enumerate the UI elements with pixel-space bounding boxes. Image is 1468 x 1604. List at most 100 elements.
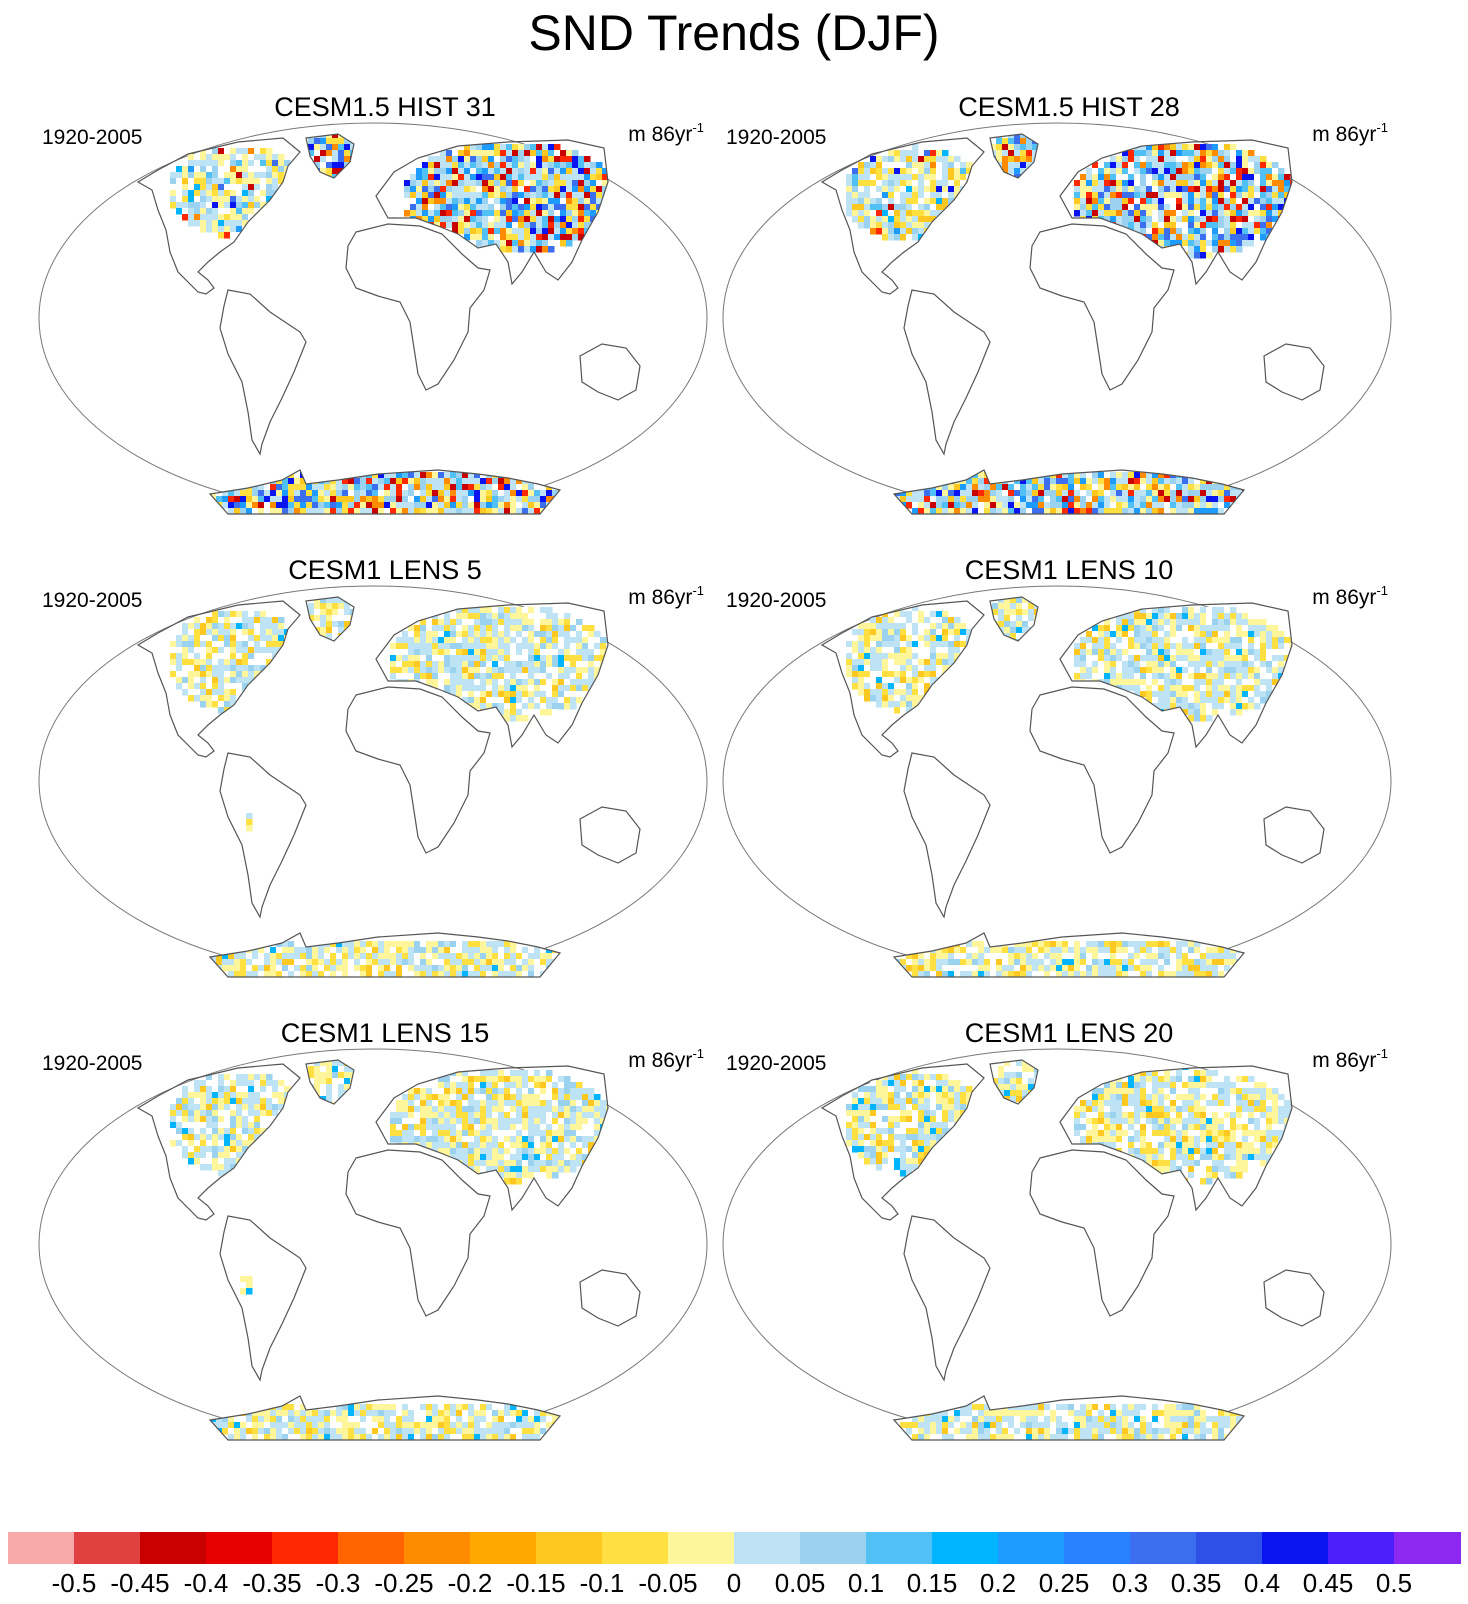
colorbar xyxy=(8,1532,1461,1564)
colorbar-tick-label: 0.4 xyxy=(1243,1568,1281,1598)
coastline-north-america xyxy=(136,137,301,295)
panel-units-exponent: -1 xyxy=(1376,583,1388,598)
colorbar-swatch xyxy=(272,1532,339,1564)
panel-units-label: m 86yr-1 xyxy=(1312,1046,1388,1073)
snow-field-eurasia xyxy=(1074,1066,1292,1185)
colorbar-swatch xyxy=(668,1532,735,1564)
colorbar-swatch xyxy=(536,1532,603,1564)
panel-period-label: 1920-2005 xyxy=(726,1052,827,1075)
world-map xyxy=(722,585,1392,978)
colorbar-swatch xyxy=(1262,1532,1329,1564)
colorbar-swatch xyxy=(932,1532,999,1564)
colorbar-swatch xyxy=(1196,1532,1263,1564)
coastline-greenland xyxy=(305,133,355,179)
colorbar-tick-label: 0.45 xyxy=(1302,1568,1354,1598)
colorbar-labels: -0.5 -0.45 -0.4 -0.35 -0.3 -0.25 -0.2 -0.15 -0.1… xyxy=(0,1568,1468,1600)
snow-field-eurasia xyxy=(390,603,608,722)
world-map xyxy=(722,122,1392,515)
coastline-greenland xyxy=(989,1059,1039,1105)
coastline-eurasia xyxy=(375,602,609,749)
panel-period-label: 1920-2005 xyxy=(42,589,143,612)
panel-title: CESM1.5 HIST 31 xyxy=(274,92,496,122)
colorbar-tick-label: -0.25 xyxy=(374,1568,434,1598)
colorbar-tick-label: -0.15 xyxy=(506,1568,566,1598)
coastline-africa xyxy=(345,686,491,854)
colorbar-tick-label: -0.5 xyxy=(51,1568,97,1598)
coastline-greenland xyxy=(305,1059,355,1105)
colorbar-swatch xyxy=(998,1532,1065,1564)
coastline-antarctica xyxy=(208,469,562,515)
map-panel: CESM1 LENS 5 1920-2005 m 86yr-1 xyxy=(38,555,732,1015)
panel-units-exponent: -1 xyxy=(692,583,704,598)
coastline-antarctica xyxy=(892,932,1246,978)
panel-period-label: 1920-2005 xyxy=(726,126,827,149)
coastline-greenland xyxy=(989,596,1039,642)
colorbar-tick-label: -0.05 xyxy=(638,1568,698,1598)
snow-field-south-america xyxy=(240,813,253,832)
coastline-eurasia xyxy=(375,1065,609,1212)
world-map xyxy=(38,585,708,978)
colorbar-tick-label: -0.1 xyxy=(579,1568,625,1598)
coastline-eurasia xyxy=(1059,1065,1293,1212)
panel-title: CESM1 LENS 10 xyxy=(964,555,1174,585)
coastline-greenland xyxy=(989,133,1039,179)
panel-units-label: m 86yr-1 xyxy=(628,583,704,610)
colorbar-swatch xyxy=(1064,1532,1131,1564)
panel-units-label: m 86yr-1 xyxy=(628,120,704,147)
coastline-south-america xyxy=(219,1215,307,1382)
colorbar-tick-label: -0.45 xyxy=(110,1568,170,1598)
panel-units-exponent: -1 xyxy=(1376,1046,1388,1061)
coastline-north-america xyxy=(136,600,301,758)
colorbar-swatch xyxy=(1130,1532,1197,1564)
colorbar-swatch xyxy=(74,1532,141,1564)
map-panel: CESM1 LENS 20 1920-2005 m 86yr-1 xyxy=(722,1018,1416,1478)
panel-units-base: m 86yr xyxy=(628,1049,693,1072)
panel-units-base: m 86yr xyxy=(628,123,693,146)
coastline-africa xyxy=(345,1149,491,1317)
panel-units-base: m 86yr xyxy=(1312,123,1377,146)
panel-period-label: 1920-2005 xyxy=(726,589,827,612)
coastline-antarctica xyxy=(892,469,1246,515)
panel-units-base: m 86yr xyxy=(1312,1049,1377,1072)
coastline-north-america xyxy=(820,137,985,295)
world-map xyxy=(38,1048,708,1441)
coastline-australia xyxy=(579,1269,641,1327)
coastline-australia xyxy=(1263,343,1325,401)
coastline-greenland xyxy=(305,596,355,642)
panel-units-label: m 86yr-1 xyxy=(1312,120,1388,147)
colorbar-tick-label: 0.3 xyxy=(1111,1568,1149,1598)
snow-field-antarctica xyxy=(210,1404,560,1440)
coastline-south-america xyxy=(903,1215,991,1382)
map-panel: CESM1 LENS 10 1920-2005 m 86yr-1 xyxy=(722,555,1416,1015)
colorbar-swatch xyxy=(8,1532,75,1564)
panel-units-base: m 86yr xyxy=(628,586,693,609)
panel-title: CESM1 LENS 20 xyxy=(964,1018,1174,1048)
coastline-north-america xyxy=(820,600,985,758)
colorbar-swatch xyxy=(800,1532,867,1564)
colorbar-tick-label: 0.15 xyxy=(906,1568,958,1598)
panel-title: CESM1 LENS 5 xyxy=(288,555,482,585)
colorbar-swatch xyxy=(338,1532,405,1564)
coastline-africa xyxy=(345,223,491,391)
coastline-africa xyxy=(1029,223,1175,391)
colorbar-tick-label: 0.2 xyxy=(979,1568,1017,1598)
coastline-south-america xyxy=(219,289,307,456)
coastline-south-america xyxy=(219,752,307,919)
panel-units-exponent: -1 xyxy=(1376,120,1388,135)
coastline-australia xyxy=(1263,806,1325,864)
colorbar-swatch xyxy=(206,1532,273,1564)
colorbar-swatch xyxy=(602,1532,669,1564)
colorbar-swatch xyxy=(866,1532,933,1564)
world-map xyxy=(38,122,708,515)
coastline-africa xyxy=(1029,1149,1175,1317)
map-panel: CESM1.5 HIST 31 1920-2005 m 86yr-1 xyxy=(38,92,732,552)
coastline-antarctica xyxy=(208,1395,562,1441)
panel-period-label: 1920-2005 xyxy=(42,126,143,149)
coastline-eurasia xyxy=(1059,139,1293,286)
snow-field-south-america xyxy=(240,1276,253,1295)
coastline-antarctica xyxy=(892,1395,1246,1441)
panel-period-label: 1920-2005 xyxy=(42,1052,143,1075)
colorbar-tick-label: 0.25 xyxy=(1038,1568,1090,1598)
world-map xyxy=(722,1048,1392,1441)
panel-units-exponent: -1 xyxy=(692,1046,704,1061)
